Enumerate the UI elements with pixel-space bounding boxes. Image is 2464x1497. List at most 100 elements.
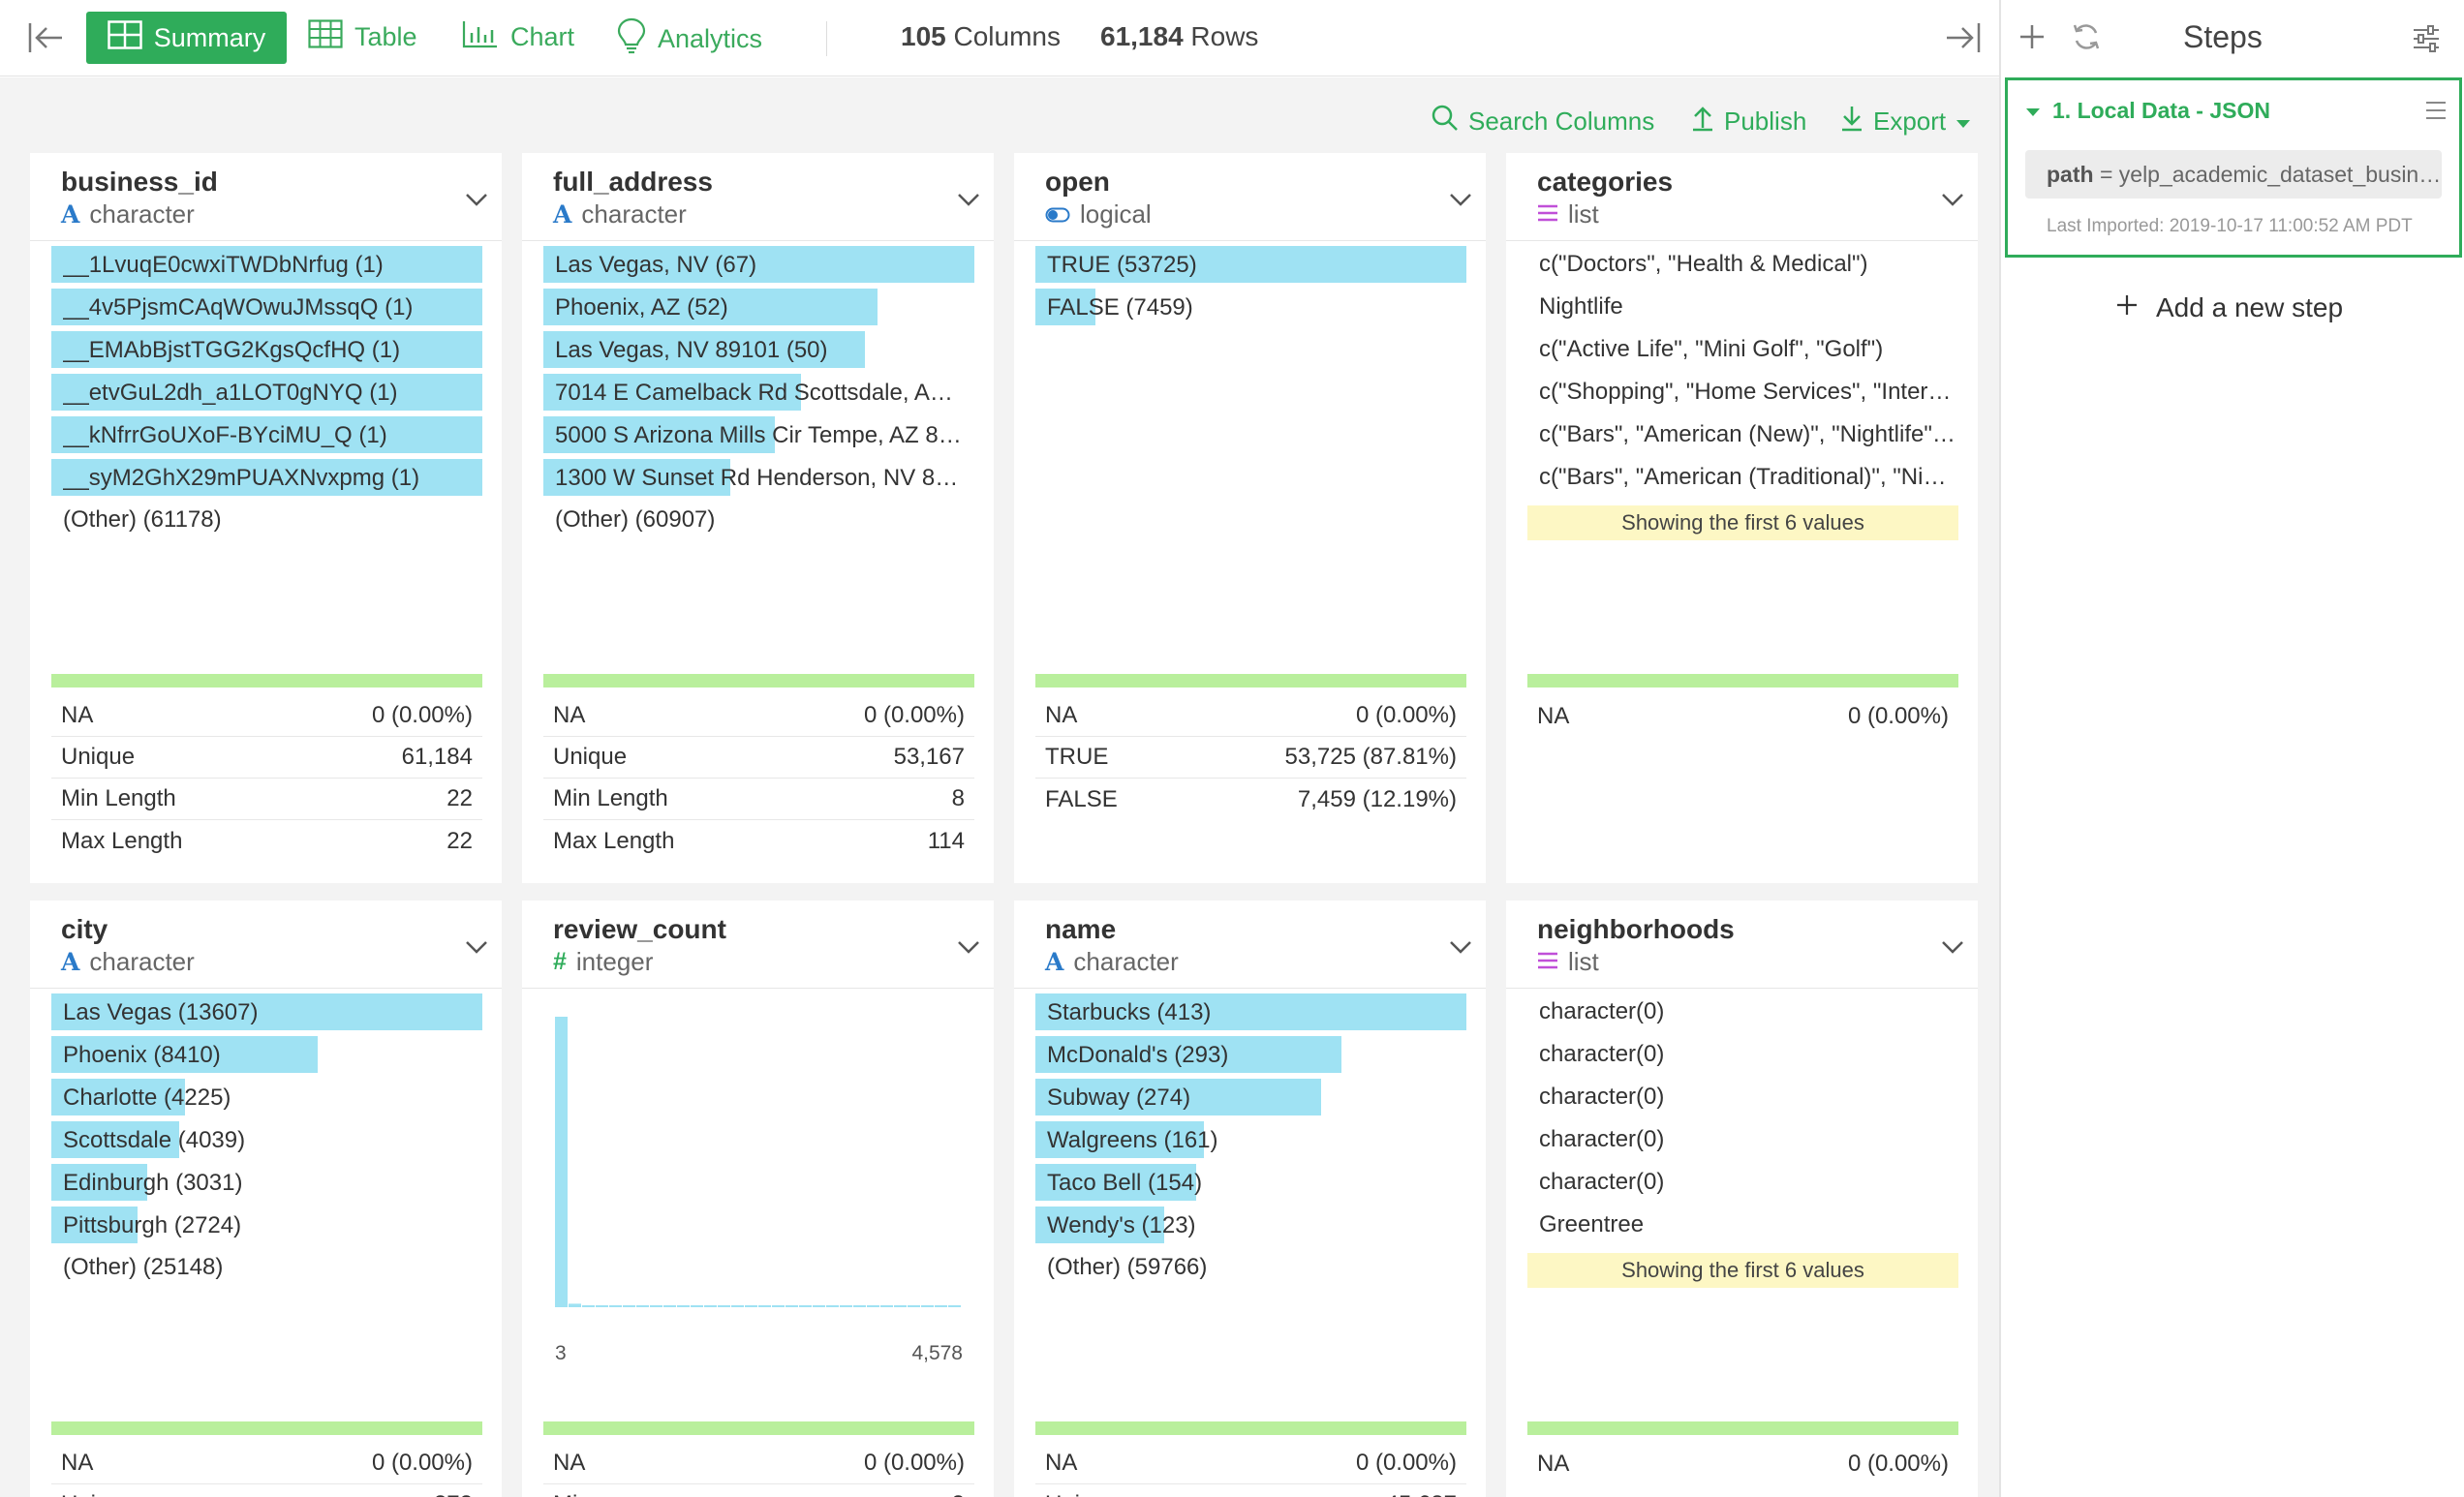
value-bar[interactable]: Starbucks (413) [1035, 993, 1466, 1030]
list-value[interactable]: character(0) [1539, 1169, 1665, 1195]
collapse-left-icon[interactable] [27, 21, 64, 59]
chevron-down-icon[interactable] [1449, 192, 1472, 212]
value-bar[interactable]: Pittsburgh (2724) [51, 1207, 482, 1243]
value-bar[interactable]: __kNfrrGoUXoF-BYciMU_Q (1) [51, 416, 482, 453]
plus-icon[interactable] [2018, 23, 2046, 55]
other-values[interactable]: (Other) (60907) [555, 506, 716, 533]
histogram-bar[interactable] [772, 1305, 785, 1307]
value-bar[interactable]: __1LvuqE0cwxiTWDbNrfug (1) [51, 246, 482, 283]
histogram-bar[interactable] [894, 1305, 907, 1307]
histogram-bar[interactable] [867, 1305, 879, 1307]
value-bar[interactable]: FALSE (7459) [1035, 289, 1466, 325]
chevron-down-icon[interactable] [465, 939, 488, 960]
histogram-bar[interactable] [555, 1017, 568, 1307]
value-bar[interactable]: Scottsdale (4039) [51, 1121, 482, 1158]
value-bar[interactable]: __syM2GhX29mPUAXNvxpmg (1) [51, 459, 482, 496]
value-bar[interactable]: Walgreens (161) [1035, 1121, 1466, 1158]
histogram-bar[interactable] [677, 1305, 690, 1307]
histogram-bar[interactable] [880, 1305, 893, 1307]
list-value[interactable]: c("Doctors", "Health & Medical") [1539, 251, 1868, 277]
list-value[interactable]: c("Active Life", "Mini Golf", "Golf") [1539, 336, 1884, 362]
histogram-bar[interactable] [908, 1305, 920, 1307]
value-bar[interactable]: Phoenix, AZ (52) [543, 289, 974, 325]
export-button[interactable]: Export [1840, 105, 1971, 138]
caret-down-icon[interactable] [2025, 98, 2041, 124]
histogram-bar[interactable] [718, 1305, 730, 1307]
publish-button[interactable]: Publish [1691, 105, 1806, 138]
tab-analytics[interactable]: Analytics [617, 17, 762, 61]
chevron-down-icon[interactable] [465, 192, 488, 212]
value-bar[interactable]: __EMAbBjstTGG2KgsQcfHQ (1) [51, 331, 482, 368]
value-bar[interactable]: 1300 W Sunset Rd Henderson, NV 890… [543, 459, 974, 496]
list-value[interactable]: c("Bars", "American (Traditional)", "Nig… [1539, 464, 1956, 490]
value-bar[interactable]: Edinburgh (3031) [51, 1164, 482, 1201]
chevron-down-icon[interactable] [957, 192, 980, 212]
list-value[interactable]: character(0) [1539, 1084, 1665, 1110]
histogram-bar[interactable] [948, 1305, 961, 1307]
value-bar[interactable]: Subway (274) [1035, 1079, 1466, 1115]
list-value[interactable]: character(0) [1539, 1126, 1665, 1152]
value-bar[interactable]: Taco Bell (154) [1035, 1164, 1466, 1201]
chevron-down-icon[interactable] [1941, 192, 1964, 212]
menu-icon[interactable] [2424, 100, 2448, 126]
histogram-bar[interactable] [663, 1305, 676, 1307]
histogram-bar[interactable] [813, 1305, 825, 1307]
chevron-down-icon[interactable] [1941, 939, 1964, 960]
value-bar[interactable]: McDonald's (293) [1035, 1036, 1466, 1073]
step-path-param[interactable]: path = yelp_academic_dataset_business.js… [2025, 150, 2442, 199]
value-bar[interactable]: Charlotte (4225) [51, 1079, 482, 1115]
list-value[interactable]: Greentree [1539, 1211, 1645, 1237]
value-bar[interactable]: Las Vegas (13607) [51, 993, 482, 1030]
chevron-down-icon[interactable] [1449, 939, 1472, 960]
value-bar[interactable]: __4v5PjsmCAqWOwuJMssqQ (1) [51, 289, 482, 325]
histogram-bar[interactable] [704, 1305, 717, 1307]
histogram-bar[interactable] [853, 1305, 866, 1307]
value-bar[interactable]: Phoenix (8410) [51, 1036, 482, 1073]
search-columns-button[interactable]: Search Columns [1432, 105, 1654, 138]
histogram-bar[interactable] [840, 1305, 852, 1307]
step-card-local-data[interactable]: 1. Local Data - JSON path = yelp_academi… [2005, 77, 2462, 258]
tab-summary[interactable]: Summary [86, 12, 287, 64]
tab-chart[interactable]: Chart [462, 19, 574, 55]
tab-table[interactable]: Table [308, 19, 417, 55]
list-value[interactable]: character(0) [1539, 1041, 1665, 1067]
histogram-bar[interactable] [731, 1305, 744, 1307]
histogram-bar[interactable] [799, 1305, 812, 1307]
list-value[interactable]: character(0) [1539, 998, 1665, 1024]
settings-sliders-icon[interactable] [2412, 25, 2441, 57]
other-values[interactable]: (Other) (25148) [63, 1254, 224, 1280]
value-bar[interactable]: 7014 E Camelback Rd Scottsdale, AZ … [543, 374, 974, 411]
step-title[interactable]: 1. Local Data - JSON [2025, 98, 2270, 124]
list-value[interactable]: Nightlife [1539, 293, 1623, 320]
histogram-bar[interactable] [921, 1305, 934, 1307]
histogram-bar[interactable] [826, 1305, 839, 1307]
histogram-bar[interactable] [745, 1305, 757, 1307]
list-value[interactable]: c("Bars", "American (New)", "Nightlife",… [1539, 421, 1956, 447]
histogram-bar[interactable] [935, 1305, 947, 1307]
histogram-bar[interactable] [623, 1305, 635, 1307]
histogram-bar[interactable] [785, 1305, 798, 1307]
value-bar[interactable]: 5000 S Arizona Mills Cir Tempe, AZ 85… [543, 416, 974, 453]
histogram-bar[interactable] [758, 1305, 771, 1307]
other-values[interactable]: (Other) (59766) [1047, 1254, 1208, 1280]
add-step-button[interactable]: Add a new step [2115, 292, 2343, 323]
top-toolbar: Summary Table Chart Analytics 105 Column… [0, 0, 1999, 76]
other-values[interactable]: (Other) (61178) [63, 506, 222, 533]
refresh-icon[interactable] [2071, 21, 2102, 57]
list-value[interactable]: c("Shopping", "Home Services", "Inter… [1539, 379, 1952, 405]
chevron-down-icon[interactable] [957, 939, 980, 960]
histogram-bar[interactable] [582, 1305, 595, 1307]
histogram-bar[interactable] [569, 1303, 581, 1307]
value-bar[interactable]: __etvGuL2dh_a1LOT0gNYQ (1) [51, 374, 482, 411]
value-bar-label: McDonald's (293) [1047, 1042, 1229, 1068]
collapse-right-icon[interactable] [1945, 21, 1982, 59]
histogram-bar[interactable] [650, 1305, 662, 1307]
value-bar[interactable]: Wendy's (123) [1035, 1207, 1466, 1243]
histogram-bar[interactable] [636, 1305, 649, 1307]
histogram-bar[interactable] [609, 1305, 622, 1307]
histogram-bar[interactable] [691, 1305, 703, 1307]
value-bar[interactable]: TRUE (53725) [1035, 246, 1466, 283]
value-bar[interactable]: Las Vegas, NV 89101 (50) [543, 331, 974, 368]
histogram-bar[interactable] [596, 1305, 608, 1307]
value-bar[interactable]: Las Vegas, NV (67) [543, 246, 974, 283]
